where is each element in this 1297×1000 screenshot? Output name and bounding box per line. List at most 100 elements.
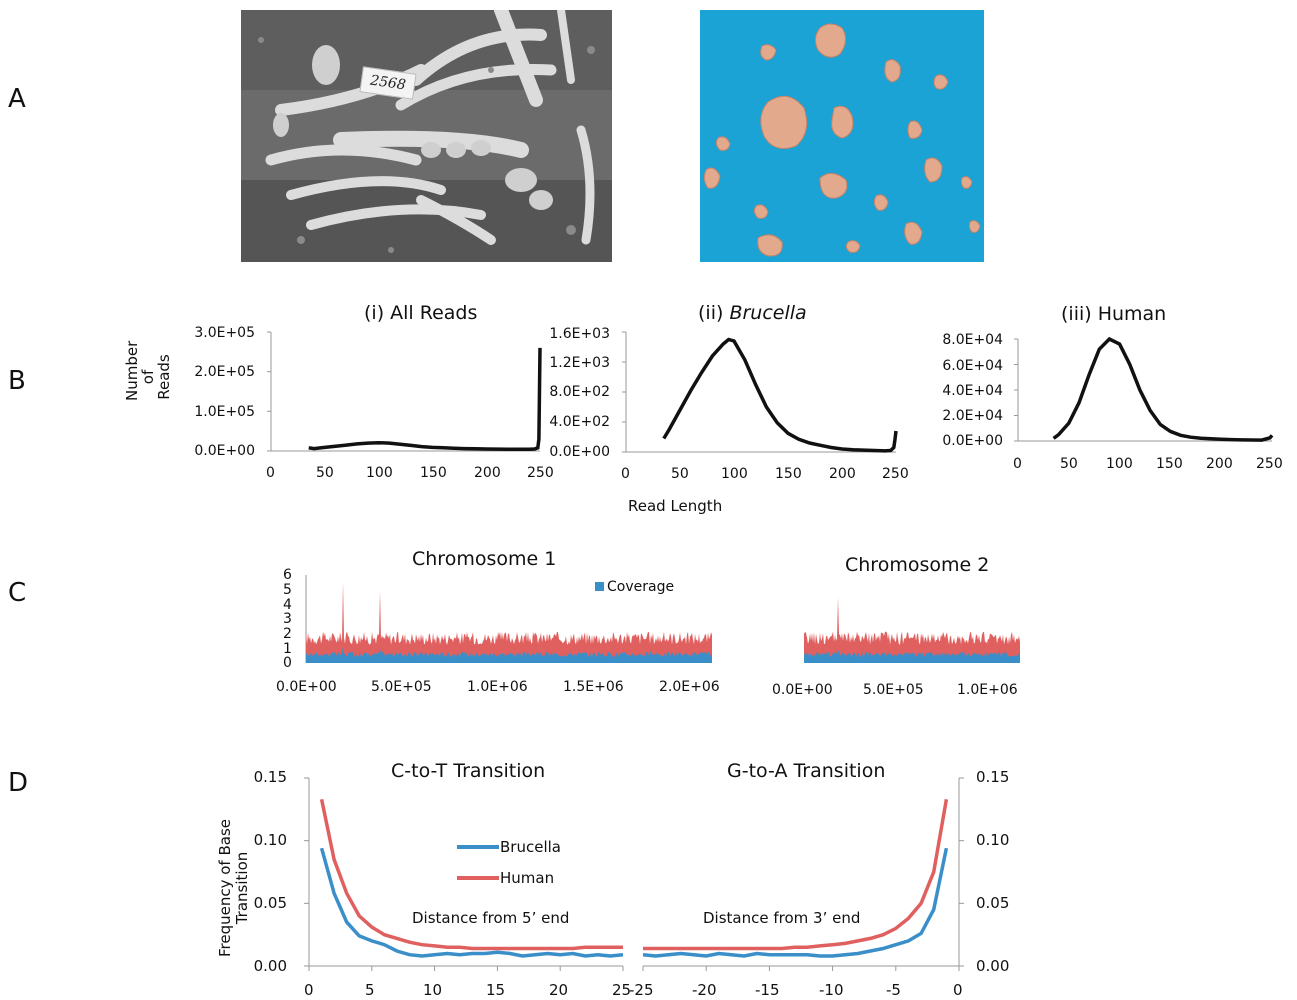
chart-b1-ytick: 1.0E+05: [194, 404, 255, 420]
chart-b2-xtick: 100: [721, 466, 748, 482]
chart-d2-annotation: Distance from 3’ end: [703, 909, 861, 927]
chart-c1-title: Chromosome 1: [412, 548, 557, 570]
chart-d1-xtick: 0: [304, 981, 314, 999]
chart-d1-ytick: 0.15: [253, 768, 287, 786]
chart-d2-ytick: 0.15: [976, 768, 1010, 786]
chart-d2-ytick: 0.05: [976, 894, 1010, 912]
chart-b1-xtick: 250: [527, 465, 554, 481]
chart-c1-coverage-area: [306, 646, 712, 663]
chart-c2-title: Chromosome 2: [845, 554, 990, 576]
chart-b3-xtick: 150: [1156, 456, 1183, 472]
chart-d1-ylabel: Frequency of Base Transition: [216, 819, 251, 958]
panel-letter-b: B: [8, 366, 26, 396]
chart-d1-ytick: 0.10: [253, 831, 287, 849]
chart-d2-ytick: 0.10: [976, 831, 1010, 849]
chart-b3-xtick: 250: [1256, 456, 1283, 472]
chart-b1-title: (i) All Reads: [364, 302, 478, 324]
chart-b2-xtick: 250: [882, 466, 909, 482]
chart-b2-title: (ii) Brucella: [698, 302, 807, 324]
chart-c1-xtick: 5.0E+05: [371, 679, 432, 695]
chart-b1-xtick: 200: [474, 465, 501, 481]
chart-d1-xtick: 20: [549, 981, 569, 999]
panel-letter-a: A: [8, 84, 26, 114]
chart-b1-series-line: [308, 347, 542, 451]
chart-d1-ytick: 0.05: [253, 894, 287, 912]
chart-c1-ytick: 5: [283, 582, 292, 598]
chart-b2-ytick: 1.6E+03: [549, 326, 610, 342]
chart-d2-xtick: -20: [692, 981, 717, 999]
chart-b3-ytick: 6.0E+04: [942, 358, 1003, 374]
chart-d2-xtick: 0: [953, 981, 963, 999]
chart-d2-xtick: -5: [886, 981, 901, 999]
chart-b1-ytick: 0.0E+00: [194, 443, 255, 459]
chart-c1-ytick: 1: [283, 641, 292, 657]
chart-b1-xtick: 50: [316, 465, 334, 481]
chart-d1-xtick: 15: [486, 981, 506, 999]
chart-b3-xtick: 200: [1206, 456, 1233, 472]
chart-b2-xtick: 50: [671, 466, 689, 482]
chart-b1-xtick: 0: [266, 465, 275, 481]
chart-c2-upper-area: [804, 597, 1020, 663]
chart-c1-legend-label: Coverage: [607, 579, 675, 595]
chart-d1-xtick: 10: [423, 981, 443, 999]
chart-c1-ytick: 3: [283, 611, 292, 627]
chart-c1-ytick: 6: [283, 567, 292, 583]
chart-b3-xtick: 100: [1106, 456, 1133, 472]
chart-d2-series-brucella: [642, 847, 949, 958]
chart-c1-upper-area: [306, 581, 712, 663]
chart-d1-series-human: [319, 798, 623, 951]
chart-b1-ytick: 2.0E+05: [194, 364, 255, 380]
chart-b3-xtick: 50: [1060, 456, 1078, 472]
chart-b2-series-line: [662, 337, 898, 453]
chart-b2-ytick: 1.2E+03: [549, 355, 610, 371]
chart-c2-xtick: 5.0E+05: [863, 682, 924, 698]
chart-b3-series-line: [1052, 336, 1274, 442]
chart-d2-title: G-to-A Transition: [727, 760, 886, 782]
chart-b1-ytick: 3.0E+05: [194, 325, 255, 341]
chart-b3-xtick: 0: [1013, 456, 1022, 472]
chart-c1-xtick: 0.0E+00: [276, 679, 337, 695]
chart-b2-xtick: 150: [775, 466, 802, 482]
chart-c1-xtick: 1.5E+06: [563, 679, 624, 695]
chart-c1-xtick: 2.0E+06: [659, 679, 720, 695]
chart-d2-xtick: -10: [819, 981, 844, 999]
chart-d2-ytick: 0.00: [976, 957, 1010, 975]
chart-b1-xtick: 150: [420, 465, 447, 481]
legend-brucella-label: Brucella: [500, 838, 561, 856]
chart-c1-ytick: 2: [283, 626, 292, 642]
chart-c1-legend-swatch: [595, 582, 604, 591]
chart-d2-xtick: -15: [755, 981, 780, 999]
chart-b2-ytick: 8.0E+02: [549, 384, 610, 400]
skeleton-photo: 2568: [241, 10, 612, 262]
chart-b3-ytick: 8.0E+04: [942, 332, 1003, 348]
chart-d2-xtick: -25: [629, 981, 654, 999]
chart-d1-ytick: 0.00: [253, 957, 287, 975]
chart-b2-ytick: 0.0E+00: [549, 444, 610, 460]
chart-c2-xtick: 0.0E+00: [772, 682, 833, 698]
chart-c1-ytick: 0: [283, 655, 292, 671]
chart-b3-title: (iii) Human: [1061, 303, 1167, 325]
chart-d1-xtick: 5: [365, 981, 375, 999]
chart-b3-ytick: 4.0E+04: [942, 383, 1003, 399]
chart-d1-annotation: Distance from 5’ end: [412, 909, 570, 927]
chart-b2-xtick: 200: [829, 466, 856, 482]
nodules-photo: [700, 10, 984, 262]
chart-b1-xtick: 100: [366, 465, 393, 481]
panel-letter-d: D: [8, 768, 29, 798]
chart-b3-ytick: 2.0E+04: [942, 408, 1003, 424]
chart-d2-series-human: [643, 798, 949, 951]
chart-b2-ytick: 4.0E+02: [549, 414, 610, 430]
chart-c2-xtick: 1.0E+06: [957, 682, 1018, 698]
chart-b2-xtick: 0: [621, 466, 630, 482]
chart-d1-title: C-to-T Transition: [391, 760, 546, 782]
panel-letter-c: C: [8, 578, 27, 608]
chart-c1-xtick: 1.0E+06: [467, 679, 528, 695]
chart-b-xlabel: Read Length: [628, 497, 723, 515]
chart-c2-coverage-area: [804, 649, 1020, 663]
legend-human-label: Human: [500, 869, 555, 887]
chart-d1-series-brucella: [319, 847, 624, 958]
chart-d1-xtick: 25: [612, 981, 632, 999]
chart-c1-ytick: 4: [283, 597, 292, 613]
chart-b3-ytick: 0.0E+00: [942, 433, 1003, 449]
